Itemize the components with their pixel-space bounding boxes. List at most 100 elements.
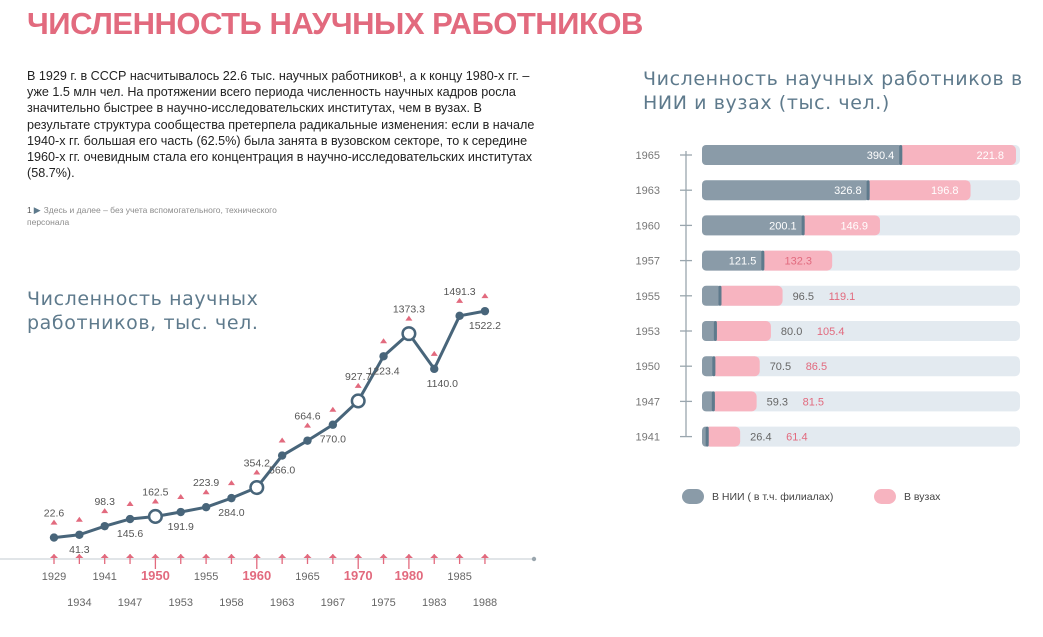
bar-label-nii: 200.1 [769, 220, 797, 232]
x-tick-label: 1975 [371, 597, 395, 609]
x-tick-marker [227, 554, 236, 558]
x-tick-marker [278, 554, 287, 558]
data-point [303, 436, 312, 445]
bar-label-nii: 26.4 [750, 432, 771, 444]
data-point [480, 306, 490, 316]
value-marker [329, 406, 337, 412]
value-marker [430, 350, 438, 356]
x-tick-marker [176, 554, 185, 558]
x-tick-label: 1947 [118, 597, 142, 609]
bar-label-nii: 326.8 [834, 185, 862, 197]
value-marker [481, 293, 489, 299]
data-point-highlight [401, 326, 417, 342]
bar-label-nii: 121.5 [729, 256, 757, 268]
y-tick-label: 1941 [636, 432, 660, 444]
value-marker [126, 501, 134, 507]
data-point [379, 352, 388, 361]
legend-label-nii: В НИИ ( в т.ч. филиалах) [712, 491, 834, 503]
page-title: ЧИСЛЕННОСТЬ НАУЧНЫХ РАБОТНИКОВ [27, 6, 643, 41]
bar-label-nii: 390.4 [867, 150, 895, 162]
bar-label-vuz: 61.4 [786, 432, 807, 444]
x-tick-label: 1929 [42, 571, 66, 583]
footnote: 1 ▶ Здесь и далее – без учета вспомогатель… [27, 204, 287, 228]
data-point-highlight [249, 479, 265, 496]
y-tick-label: 1957 [636, 256, 660, 268]
x-tick-label: 1960 [242, 568, 271, 583]
x-tick-marker [328, 554, 337, 558]
bar-track [702, 321, 1020, 341]
legend-label-vuz: В вузах [904, 491, 941, 503]
x-tick-marker [379, 554, 388, 558]
value-marker [202, 489, 210, 495]
data-point [277, 451, 287, 460]
footnote-text: Здесь и далее – без учета вспомогательно… [27, 205, 277, 227]
data-label: 98.3 [94, 496, 115, 508]
bar-nii [702, 215, 805, 236]
x-tick-marker [202, 554, 211, 558]
bar-label-nii: 59.3 [767, 396, 788, 408]
data-label: 1223.4 [367, 365, 399, 377]
bar-label-nii: 80.0 [781, 326, 802, 338]
x-tick-marker [252, 554, 261, 558]
data-label: 145.6 [117, 528, 143, 540]
x-tick-marker [404, 554, 413, 558]
data-point [227, 493, 236, 503]
value-marker [151, 498, 159, 504]
data-label: 191.9 [168, 521, 194, 533]
bar-label-nii: 70.5 [770, 361, 791, 373]
x-tick-marker [50, 554, 58, 558]
bar-label-vuz: 146.9 [840, 220, 868, 232]
bar-nii [702, 180, 870, 201]
data-label: 927.7 [345, 371, 371, 383]
bar-nii-cap [713, 321, 717, 341]
bar-label-vuz: 119.1 [829, 291, 856, 303]
x-tick-marker [480, 554, 489, 558]
data-point-highlight [147, 508, 163, 525]
x-tick-label: 1983 [422, 597, 446, 609]
x-tick-label: 1965 [295, 571, 319, 583]
data-point [49, 533, 59, 542]
x-tick-label: 1958 [219, 597, 243, 609]
x-tick-marker [455, 554, 464, 558]
data-point-highlight [350, 393, 366, 409]
bar-label-vuz: 221.8 [976, 150, 1004, 162]
data-label: 22.6 [44, 508, 65, 520]
bar-track [702, 391, 1020, 412]
bar-vuz [865, 180, 971, 201]
x-tick-marker [303, 554, 312, 558]
bar-nii-cap [712, 356, 716, 377]
bar-nii-cap [711, 391, 715, 412]
bar-nii-cap [866, 180, 870, 201]
y-tick-label: 1947 [636, 396, 660, 408]
bar-vuz [712, 321, 771, 341]
data-label: 664.6 [294, 411, 320, 423]
x-tick-marker [430, 554, 439, 558]
bar-vuz [704, 426, 741, 447]
data-point [176, 507, 185, 517]
bar-vuz [717, 285, 783, 306]
x-tick-label: 1950 [141, 568, 170, 583]
data-label: 162.5 [142, 486, 168, 498]
x-tick-label: 1970 [344, 568, 373, 583]
intro-paragraph: В 1929 г. в СССР насчитывалось 22.6 тыс.… [27, 69, 535, 181]
bar-nii [702, 391, 715, 412]
data-label: 41.3 [69, 544, 90, 556]
bar-label-vuz: 196.8 [931, 185, 959, 197]
y-tick-label: 1965 [636, 150, 660, 162]
value-marker [380, 338, 388, 344]
y-tick-label: 1955 [636, 291, 660, 303]
x-tick-label: 1988 [473, 597, 497, 609]
x-tick-label: 1963 [270, 597, 294, 609]
data-point [201, 502, 211, 512]
x-tick-marker [151, 554, 160, 558]
bar-vuz [898, 145, 1016, 165]
bar-nii-cap [705, 426, 709, 447]
value-marker [50, 519, 58, 525]
value-marker [405, 315, 413, 321]
bar-nii-cap [801, 215, 805, 236]
value-marker [75, 516, 83, 522]
bar-label-nii: 96.5 [793, 291, 814, 303]
bar-label-vuz: 81.5 [803, 396, 824, 408]
footnote-mark: 1 [27, 205, 32, 215]
